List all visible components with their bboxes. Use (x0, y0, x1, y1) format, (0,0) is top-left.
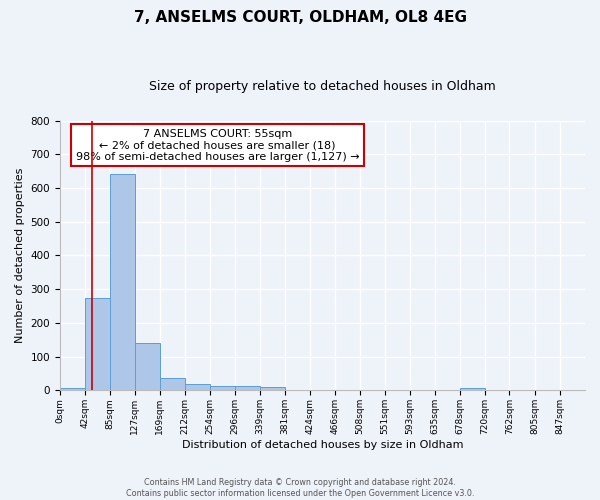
Bar (460, 388, 485, 390)
Title: Size of property relative to detached houses in Oldham: Size of property relative to detached ho… (149, 80, 496, 93)
Bar (110, 174, 135, 390)
Bar (85, 298, 110, 390)
Y-axis label: Number of detached properties: Number of detached properties (15, 168, 25, 343)
Text: Contains HM Land Registry data © Crown copyright and database right 2024.
Contai: Contains HM Land Registry data © Crown c… (126, 478, 474, 498)
Text: 7, ANSELMS COURT, OLDHAM, OL8 4EG: 7, ANSELMS COURT, OLDHAM, OL8 4EG (133, 10, 467, 25)
Bar (260, 387, 284, 390)
Text: 7 ANSELMS COURT: 55sqm
← 2% of detached houses are smaller (18)
98% of semi-deta: 7 ANSELMS COURT: 55sqm ← 2% of detached … (76, 128, 359, 162)
Bar (185, 384, 210, 390)
X-axis label: Distribution of detached houses by size in Oldham: Distribution of detached houses by size … (182, 440, 463, 450)
Bar (210, 386, 235, 390)
Bar (60, 388, 85, 390)
Bar (160, 378, 185, 390)
Bar (235, 386, 260, 390)
Bar (135, 343, 160, 390)
